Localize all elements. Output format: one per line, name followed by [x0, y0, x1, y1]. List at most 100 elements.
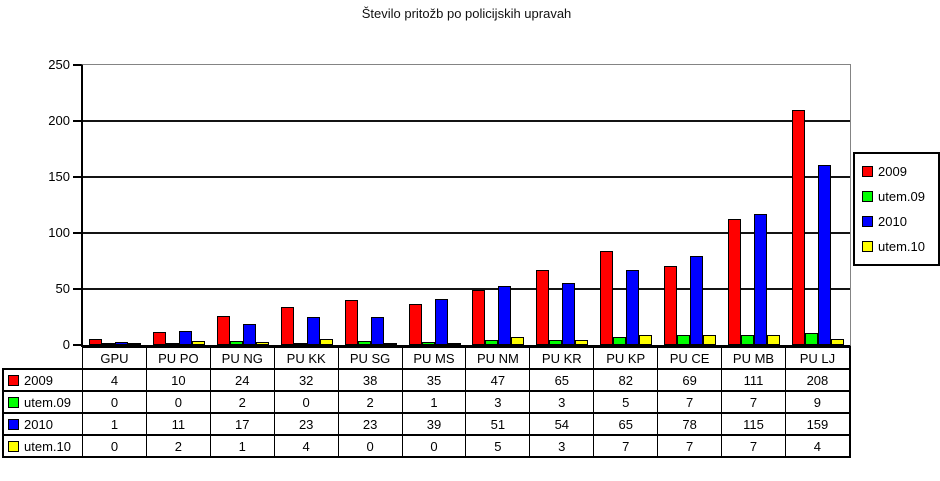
legend-label: utem.09 — [878, 189, 925, 204]
bar — [127, 343, 141, 345]
category-header: PU CE — [657, 346, 723, 370]
category-header: PU KK — [273, 346, 339, 370]
table-cell: 7 — [657, 434, 723, 458]
data-table-wrap: GPU PU PO PU NG PU KK PU SG PU MS PU NM PU KR PU… — [2, 346, 851, 458]
table-row: 2009 4 10 24 32 38 35 47 65 82 69 111 208 — [2, 368, 851, 392]
series-label-cell: utem.10 — [2, 434, 83, 458]
bar — [88, 339, 102, 345]
bar — [549, 340, 563, 345]
bar — [178, 331, 192, 345]
y-axis-tick — [73, 288, 81, 290]
bar — [831, 339, 845, 345]
table-row: utem.10 0 2 1 4 0 0 5 3 7 7 7 4 — [2, 434, 851, 458]
series-name: 2010 — [24, 416, 53, 432]
table-cell: 65 — [529, 368, 595, 392]
legend-items: 2009 utem.09 2010 utem.10 — [862, 159, 936, 259]
bar — [344, 300, 358, 345]
table-cell: 47 — [465, 368, 531, 392]
legend-label: 2009 — [878, 164, 907, 179]
bar — [600, 251, 614, 345]
bar — [626, 270, 640, 345]
bar — [511, 337, 525, 345]
table-header-row: GPU PU PO PU NG PU KK PU SG PU MS PU NM PU KR PU… — [3, 346, 851, 370]
table-cell: 11 — [145, 412, 211, 436]
bar — [216, 316, 230, 345]
table-cell: 24 — [209, 368, 275, 392]
category-header: PU MB — [721, 346, 786, 370]
y-axis-tick — [73, 344, 81, 346]
table-cell: 2 — [145, 434, 211, 458]
table-cell: 3 — [465, 390, 531, 414]
series-label-cell: utem.09 — [2, 390, 83, 414]
table-cell: 1 — [401, 390, 467, 414]
table-cell: 7 — [657, 390, 723, 414]
bar-group — [594, 65, 658, 345]
bar — [447, 343, 461, 345]
y-axis-tick — [73, 64, 81, 66]
table-cell: 111 — [721, 368, 786, 392]
legend-swatch-icon — [862, 166, 873, 177]
table-cell: 3 — [529, 390, 595, 414]
table-cell: 4 — [82, 368, 147, 392]
chart-title: Število pritožb po policijskih upravah — [361, 6, 572, 21]
bar — [383, 343, 397, 345]
category-header: PU SG — [337, 346, 403, 370]
legend-item: 2010 — [862, 209, 936, 234]
table-cell: 0 — [401, 434, 467, 458]
table-corner-cell — [3, 347, 83, 369]
legend-item: 2009 — [862, 159, 936, 184]
table-cell: 0 — [273, 390, 339, 414]
series-name: 2009 — [24, 372, 53, 388]
bar — [434, 299, 448, 345]
bar — [242, 324, 256, 345]
table-cell: 1 — [82, 412, 147, 436]
bar — [408, 304, 422, 345]
bar — [728, 219, 742, 345]
table-cell: 78 — [657, 412, 723, 436]
table-cell: 0 — [82, 434, 147, 458]
legend-label: utem.10 — [878, 239, 925, 254]
bar — [421, 342, 435, 345]
bar — [319, 339, 333, 345]
table-cell: 82 — [593, 368, 659, 392]
bar — [792, 110, 806, 345]
bar — [255, 342, 269, 345]
bar — [818, 165, 832, 345]
table-row: utem.09 0 0 2 0 2 1 3 3 5 7 7 9 — [2, 390, 851, 414]
y-axis-label: 50 — [55, 281, 70, 296]
table-cell: 65 — [593, 412, 659, 436]
bar — [152, 332, 166, 345]
table-cell: 10 — [145, 368, 211, 392]
table-cell: 35 — [401, 368, 467, 392]
bar — [805, 333, 819, 345]
bar — [101, 343, 115, 345]
bar — [370, 317, 384, 345]
table-cell: 69 — [657, 368, 723, 392]
category-header: PU KR — [529, 346, 595, 370]
table-cell: 159 — [784, 412, 851, 436]
bar — [690, 256, 704, 345]
y-axis-label: 0 — [62, 337, 70, 352]
bar-group — [147, 65, 211, 345]
bar — [485, 340, 499, 345]
series-name: utem.10 — [24, 438, 71, 454]
table-cell: 208 — [784, 368, 851, 392]
table-cell: 39 — [401, 412, 467, 436]
bar-group — [530, 65, 594, 345]
table-cell: 115 — [721, 412, 786, 436]
category-header: GPU — [82, 346, 147, 370]
bar-groups — [83, 65, 850, 345]
bar — [293, 343, 307, 345]
table-row: 2010 1 11 17 23 23 39 51 54 65 78 115 159 — [2, 412, 851, 436]
table-cell: 7 — [721, 390, 786, 414]
legend: 2009 utem.09 2010 utem.10 — [853, 152, 940, 266]
legend-label: 2010 — [878, 214, 907, 229]
table-cell: 0 — [82, 390, 147, 414]
table-cell: 5 — [593, 390, 659, 414]
bar — [754, 214, 768, 345]
bar-group — [339, 65, 403, 345]
table-cell: 4 — [273, 434, 339, 458]
bar — [472, 290, 486, 345]
table-cell: 32 — [273, 368, 339, 392]
